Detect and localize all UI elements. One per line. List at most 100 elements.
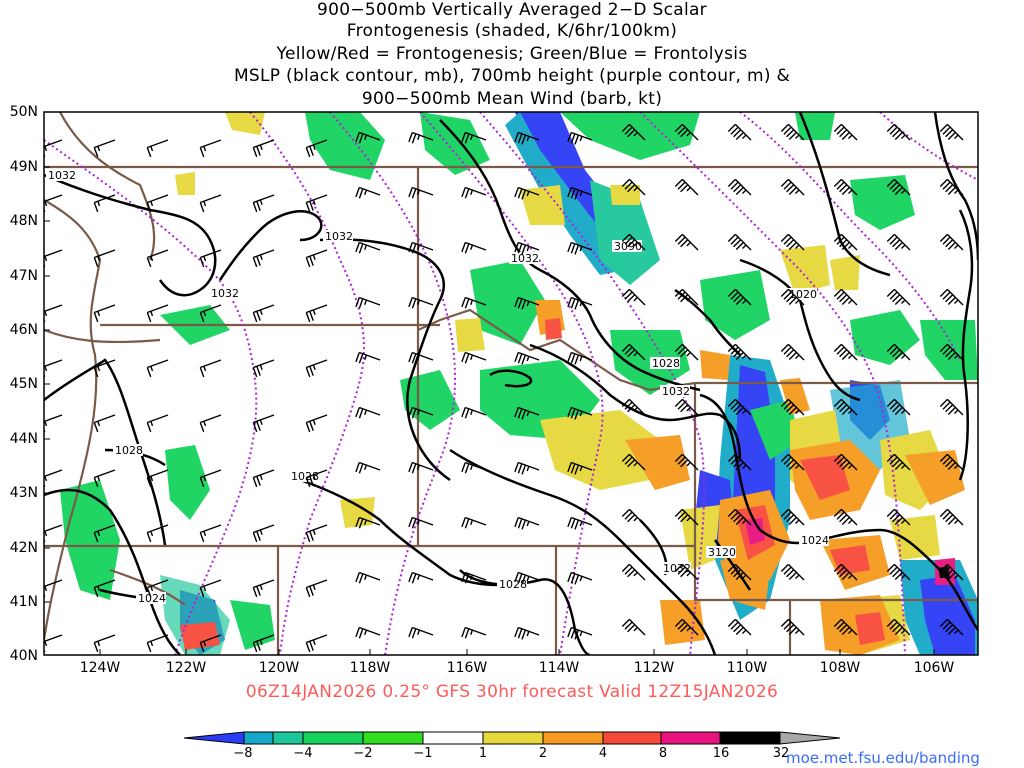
wind-barb [621, 508, 646, 526]
lat-label-47n: 47N [9, 268, 38, 284]
wind-barb [727, 398, 752, 416]
wind-barb [461, 241, 487, 254]
lat-label-50n: 50N [9, 104, 38, 120]
lon-label-108w: 108W [819, 660, 861, 676]
wind-barb [674, 343, 699, 361]
wind-barb [939, 178, 964, 196]
wind-barb [408, 351, 434, 364]
wind-barb [461, 131, 487, 144]
wind-barb [461, 406, 487, 419]
wind-barb [567, 516, 593, 530]
lat-label-44n: 44N [9, 431, 38, 447]
colorbar-label: 1 [478, 746, 488, 761]
lat-label-41n: 41N [9, 594, 38, 610]
wind-barb [727, 563, 752, 581]
wind-barb [199, 139, 222, 158]
mslp-label: 1032 [48, 169, 76, 182]
wind-barb [146, 579, 169, 598]
wind-barb [833, 618, 858, 636]
wind-barb [833, 453, 858, 471]
wind-barb [780, 178, 805, 196]
wind-barb [355, 571, 381, 584]
wind-barb [93, 469, 116, 488]
wind-barb [621, 398, 646, 416]
wind-barb [567, 461, 593, 475]
wind-barb [461, 516, 487, 529]
title-line-2: Frontogenesis (shaded, K/6hr/100km) [346, 21, 678, 41]
wind-barb [305, 359, 328, 378]
wind-barb [514, 516, 540, 530]
wind-barb [355, 186, 381, 199]
wind-barb [355, 296, 381, 309]
wind-barb [93, 139, 116, 158]
wind-barb [780, 508, 805, 526]
mslp-label: 1032 [325, 230, 353, 243]
wind-barb [252, 249, 275, 268]
wind-barb [886, 123, 911, 141]
colorbar-label: 32 [772, 746, 790, 761]
wind-barb [939, 563, 964, 581]
wind-barb [621, 288, 646, 306]
mslp-label: 1028 [115, 444, 143, 457]
wind-barb [514, 461, 540, 475]
wind-barb [886, 563, 911, 581]
wind-barb [727, 343, 752, 361]
wind-barb [939, 618, 964, 636]
lat-label-40n: 40N [9, 648, 38, 664]
wind-barb [567, 406, 593, 420]
wind-barb [146, 414, 169, 433]
wind-barb [305, 304, 328, 323]
wind-barb [727, 508, 752, 526]
wind-barb [514, 241, 540, 255]
title-line-1: 900−500mb Vertically Averaged 2−D Scalar [317, 0, 707, 20]
wind-barb [355, 351, 381, 364]
wind-barb [674, 178, 699, 196]
mslp-label: 1024 [138, 592, 166, 605]
wind-barb [833, 343, 858, 361]
wind-barb [674, 398, 699, 416]
wind-barb [780, 233, 805, 251]
wind-barb [727, 288, 752, 306]
lat-label-42n: 42N [9, 540, 38, 556]
wind-barb [146, 304, 169, 323]
source-credit-link[interactable]: moe.met.fsu.edu/banding [786, 749, 980, 767]
colorbar-label: 4 [598, 746, 608, 761]
wind-barb [252, 139, 275, 158]
wind-barb [146, 139, 169, 158]
wind-barb [833, 123, 858, 141]
wind-barb [408, 241, 434, 254]
wind-barb [461, 186, 487, 199]
wind-barb [567, 296, 593, 310]
wind-barb [93, 634, 116, 653]
wind-barb [252, 524, 275, 543]
lon-label-116w: 116W [446, 660, 488, 676]
wind-barb [252, 579, 275, 598]
wind-barb [833, 233, 858, 251]
wind-barb [886, 178, 911, 196]
wind-barb [355, 626, 381, 639]
height-contours [44, 112, 978, 655]
wind-barb [252, 469, 275, 488]
wind-barb [780, 123, 805, 141]
wind-barb [939, 233, 964, 251]
wind-barb [886, 618, 911, 636]
wind-barb [305, 579, 328, 598]
mslp-label: 1032 [211, 287, 239, 300]
wind-barb [621, 343, 646, 361]
wind-barb [93, 579, 116, 598]
wind-barb [146, 524, 169, 543]
wind-barb [674, 123, 699, 141]
lon-label-114w: 114W [538, 660, 580, 676]
wind-barb [833, 508, 858, 526]
wind-barb [252, 194, 275, 213]
wind-barb [567, 351, 593, 365]
wind-barb [833, 288, 858, 306]
wind-barb [461, 626, 487, 639]
wind-barb [621, 618, 646, 636]
wind-barb [833, 563, 858, 581]
title-line-4: MSLP (black contour, mb), 700mb height (… [233, 66, 791, 86]
wind-barb [939, 453, 964, 471]
wind-barb [674, 563, 699, 581]
wind-barb [727, 123, 752, 141]
lon-label-112w: 112W [633, 660, 675, 676]
